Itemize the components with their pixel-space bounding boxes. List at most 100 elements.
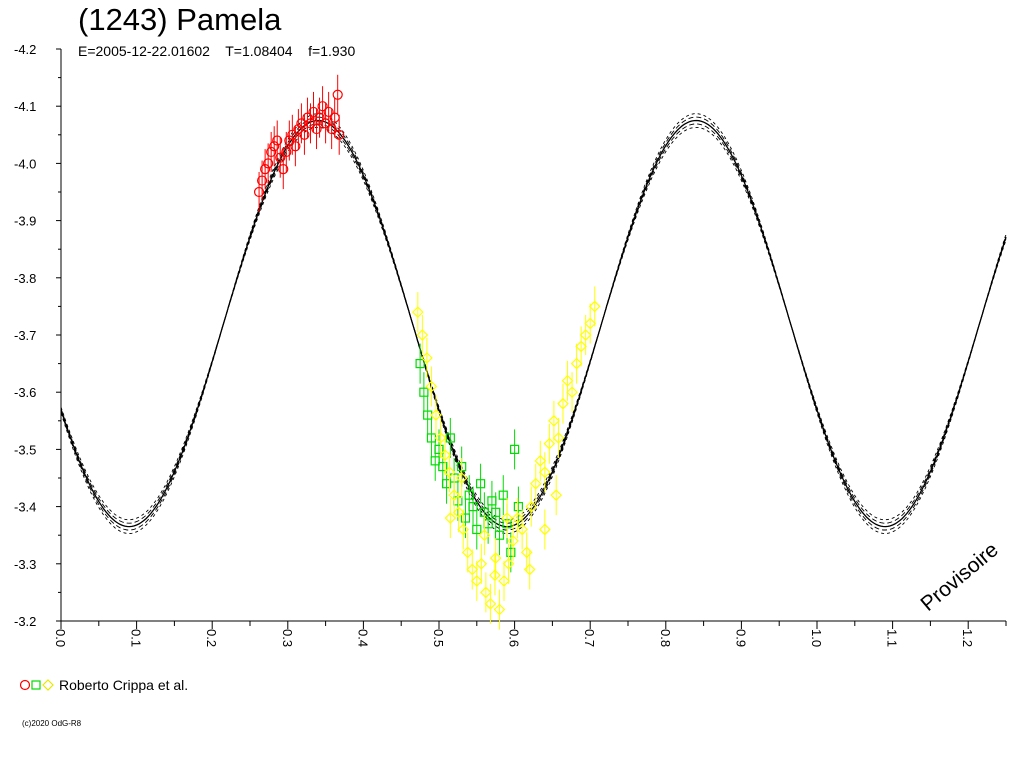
data-point [489,552,502,564]
data-point [415,359,425,369]
data-point [468,502,478,512]
data-point [441,479,452,489]
x-tick-label: 0.4 [355,629,370,647]
data-point [525,500,538,513]
data-point [516,523,529,536]
x-tick-label: 1.1 [885,629,900,647]
data-point [466,563,479,576]
data-point [314,112,325,123]
data-point [317,101,328,112]
data-point [443,466,456,479]
data-point [419,387,429,397]
x-tick-label: 1.0 [809,629,824,647]
y-tick-label: -3.5 [14,442,36,457]
data-point [439,449,451,461]
data-point [448,489,460,502]
data-point [506,547,516,557]
data-point [269,141,280,152]
y-tick-label: -3.8 [14,271,36,286]
chart-subtitle: E=2005-12-22.01602 T=1.08404 f=1.930 [78,43,356,59]
data-point [561,374,574,387]
series-circle [253,74,345,212]
series-diamond [411,286,601,630]
data-point [552,432,565,444]
data-point [266,146,277,158]
data-point [434,432,447,444]
data-point [444,512,457,524]
data-point [284,135,295,146]
axes: -4.2 -4.1 -4.0 -3.9 -3.8 -3.7 -3.6 -3.5 -3.4 -3.3… [14,42,1007,647]
data-point [293,123,304,135]
data-point [452,506,465,519]
data-point [425,380,438,393]
data-point [475,557,488,570]
data-point [302,112,313,123]
data-point [491,507,501,517]
data-point [256,175,268,186]
data-point [421,352,433,364]
data-point [570,357,583,370]
data-point [305,118,316,129]
data-point [430,409,442,421]
provisoire-watermark: Provisoire [916,538,1002,616]
x-tick-label: 0.1 [129,629,144,647]
model-curve [60,113,1007,534]
data-point [263,158,274,169]
data-point [475,479,486,489]
data-point [588,300,601,313]
data-point [513,502,523,512]
data-point [334,129,345,140]
data-point [489,569,501,582]
data-point [534,454,547,467]
data-point [550,489,563,502]
model-curve [60,126,1007,521]
data-point [455,472,468,484]
observations [253,74,601,630]
data-point [470,575,483,587]
data-point [278,164,289,175]
legend-label: Roberto Crippa et al. [59,677,189,693]
y-tick-label: -3.9 [14,214,36,229]
y-tick-label: -4.1 [14,99,36,114]
x-tick-label: 0.9 [733,629,748,647]
y-tick-label: -4.0 [14,156,36,171]
data-point [472,524,482,535]
chart-title: (1243) Pamela [78,2,282,37]
data-point [507,535,519,547]
data-point [275,152,286,163]
data-point [510,444,520,454]
data-point [557,397,569,410]
data-point [484,597,497,610]
data-point [538,523,551,536]
x-tick-label: 1.2 [960,629,975,647]
x-tick-label: 0.5 [431,629,446,647]
data-point [416,329,429,341]
data-point [498,490,508,500]
data-point [332,89,343,100]
data-point [523,563,536,576]
data-point [411,306,424,318]
data-point [584,317,597,330]
data-point [323,106,334,118]
y-tick-label: -3.4 [14,500,36,515]
y-tick-label: -3.3 [14,557,36,572]
data-point [253,186,265,198]
y-tick-label: -3.6 [14,385,36,400]
data-point [566,386,578,399]
series-square [415,343,523,573]
data-point [493,603,506,616]
data-point [281,146,292,158]
data-point [548,414,560,427]
x-tick-label: 0.7 [582,629,597,647]
plot-frame [60,49,1006,622]
x-tick-label: 0.3 [280,629,295,647]
data-point [480,586,492,599]
data-point [543,437,556,450]
data-point [478,529,491,542]
legend-markers [20,679,54,691]
data-point [260,164,271,175]
x-tick-label: 0.2 [204,629,219,647]
data-point [311,123,322,135]
model-curves [60,113,1007,534]
